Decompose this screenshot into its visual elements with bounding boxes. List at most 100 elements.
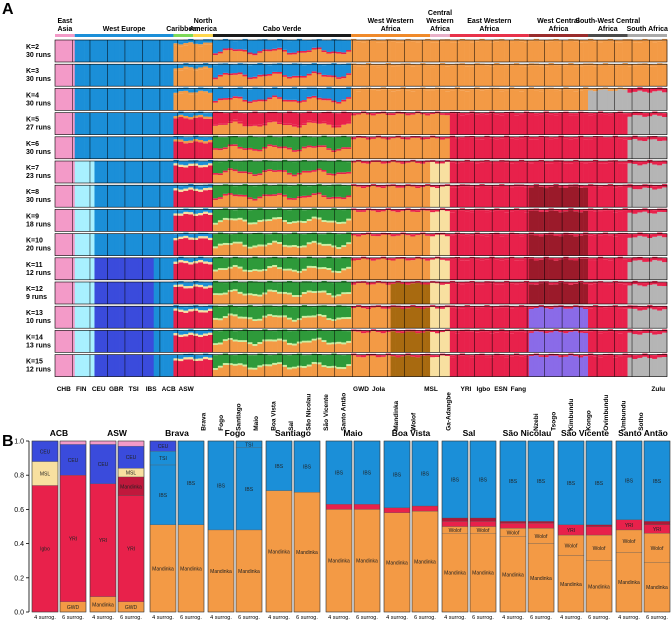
ancestry-component — [647, 329, 653, 333]
ancestry-component — [286, 344, 293, 353]
ancestry-component — [79, 40, 85, 62]
ancestry-component — [247, 319, 253, 329]
ancestry-component — [336, 317, 342, 320]
bar-segment — [59, 475, 87, 602]
ancestry-component — [370, 185, 377, 208]
ancestry-component — [568, 258, 574, 261]
ancestry-component — [533, 235, 539, 256]
ancestry-component — [627, 212, 633, 232]
ancestry-component — [178, 68, 184, 71]
ancestry-component — [173, 355, 179, 359]
ancestry-component — [286, 172, 293, 175]
ancestry-component — [612, 90, 618, 111]
ancestry-component — [286, 354, 293, 356]
ancestry-component — [632, 185, 638, 186]
ancestry-component — [178, 238, 184, 256]
ancestry-component — [538, 40, 544, 42]
ancestry-component — [592, 355, 599, 357]
population-label: Zulu — [651, 386, 665, 393]
ancestry-component — [405, 136, 411, 138]
region-label: South Africa — [627, 26, 668, 33]
ancestry-component — [459, 235, 465, 256]
ancestry-component — [568, 331, 574, 353]
ancestry-component — [227, 315, 233, 329]
ancestry-component — [652, 233, 658, 237]
ancestry-component — [217, 185, 224, 186]
ancestry-component — [267, 75, 273, 87]
ancestry-component — [336, 77, 342, 79]
ancestry-component — [518, 233, 525, 235]
ancestry-component — [267, 65, 273, 74]
ancestry-component — [400, 65, 406, 87]
ancestry-component — [183, 282, 189, 287]
ancestry-component — [390, 283, 396, 304]
ancestry-component — [568, 186, 574, 208]
ancestry-component — [291, 126, 298, 135]
ancestry-component — [163, 257, 169, 280]
ancestry-component — [257, 52, 263, 62]
ancestry-component — [237, 232, 243, 242]
ancestry-component — [444, 355, 451, 377]
ancestry-component — [296, 127, 303, 135]
ancestry-component — [578, 40, 584, 41]
ancestry-component — [563, 138, 569, 159]
ancestry-component — [286, 268, 293, 271]
ancestry-component — [272, 219, 278, 232]
ancestry-component — [617, 40, 623, 43]
ancestry-component — [617, 188, 623, 208]
ancestry-component — [208, 359, 214, 377]
ancestry-component — [351, 282, 357, 283]
ancestry-component — [208, 332, 214, 335]
ancestry-component — [257, 101, 263, 111]
ancestry-component — [183, 334, 189, 337]
ancestry-component — [405, 258, 411, 261]
ancestry-component — [444, 66, 451, 87]
ancestry-component — [336, 319, 342, 329]
ancestry-component — [425, 307, 431, 329]
ancestry-component — [484, 65, 490, 68]
ancestry-component — [612, 332, 618, 353]
ancestry-component — [563, 185, 569, 187]
ancestry-component — [341, 185, 347, 187]
ancestry-component — [133, 185, 140, 208]
ancestry-component — [232, 291, 238, 304]
ancestry-component — [395, 209, 401, 211]
ancestry-component — [64, 161, 71, 183]
ancestry-component — [474, 114, 480, 135]
ancestry-component — [415, 66, 421, 87]
ancestry-component — [277, 63, 283, 73]
ancestry-component — [430, 187, 436, 208]
ancestry-component — [563, 163, 569, 183]
ancestry-component — [311, 112, 317, 122]
ancestry-component — [597, 308, 604, 329]
ancestry-component — [217, 232, 224, 244]
ancestry-component — [435, 66, 441, 87]
ancestry-component — [198, 191, 204, 208]
ancestry-component — [153, 136, 159, 159]
ancestry-component — [178, 355, 184, 359]
ancestry-component — [336, 101, 342, 104]
ancestry-component — [592, 64, 599, 66]
ancestry-component — [232, 41, 238, 50]
ancestry-component — [267, 135, 273, 145]
ancestry-component — [212, 40, 219, 41]
ancestry-component — [395, 330, 401, 333]
ancestry-component — [133, 64, 140, 87]
ancestry-component — [375, 282, 382, 304]
ancestry-component — [435, 185, 441, 187]
ancestry-component — [153, 185, 159, 208]
ancestry-component — [523, 210, 530, 213]
ancestry-component — [247, 54, 253, 62]
ancestry-component — [444, 260, 451, 280]
ancestry-component — [114, 64, 120, 87]
ancestry-component — [286, 161, 293, 173]
ancestry-component — [257, 220, 263, 222]
ancestry-component — [504, 332, 510, 353]
ancestry-component — [380, 89, 386, 111]
ancestry-component — [237, 268, 243, 280]
ancestry-component — [464, 66, 470, 87]
ancestry-component — [286, 199, 293, 208]
ancestry-component — [509, 40, 515, 41]
ancestry-component — [79, 136, 85, 159]
ancestry-component — [484, 355, 490, 358]
